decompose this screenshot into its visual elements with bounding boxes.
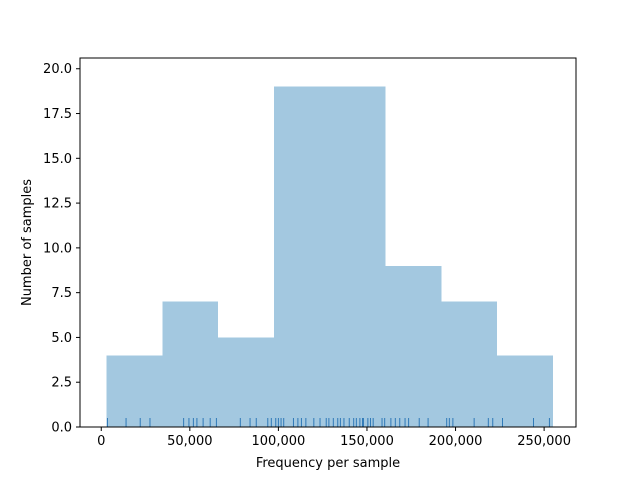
y-tick-label-6: 12.5 bbox=[43, 197, 72, 212]
x-tick-label-2: 50,000 bbox=[167, 434, 213, 449]
histogram-bar-2 bbox=[162, 301, 219, 427]
histogram-bars bbox=[106, 86, 553, 428]
histogram-bar-4 bbox=[273, 86, 386, 428]
histogram-bar-5 bbox=[385, 265, 442, 427]
x-axis-title: Frequency per sample bbox=[256, 456, 400, 471]
histogram-bar-3 bbox=[218, 337, 274, 427]
x-tick-label-6: 250,000 bbox=[517, 434, 571, 449]
plot-frame bbox=[79, 57, 577, 428]
x-axis-ticks: 0 50,000 100,000 150,000 200,000 250,000 bbox=[97, 427, 571, 449]
x-tick-label-4: 150,000 bbox=[340, 434, 394, 449]
y-tick-label-2: 2.5 bbox=[51, 376, 72, 391]
y-tick-label-4: 7.5 bbox=[51, 286, 72, 301]
y-tick-label-5: 10.0 bbox=[43, 241, 72, 256]
y-tick-label-9: 20.0 bbox=[43, 62, 72, 77]
histogram-bar-1 bbox=[106, 355, 163, 427]
histogram-bar-6 bbox=[441, 301, 498, 427]
y-tick-label-1: 0.0 bbox=[51, 421, 72, 436]
y-tick-label-3: 5.0 bbox=[51, 331, 72, 346]
y-tick-label-8: 17.5 bbox=[43, 107, 72, 122]
histogram-bar-7 bbox=[497, 355, 553, 427]
x-tick-label-5: 200,000 bbox=[429, 434, 483, 449]
y-axis-ticks: 0.0 2.5 5.0 7.5 10.0 12.5 15.0 17.5 20.0 bbox=[43, 62, 80, 436]
x-tick-label-3: 100,000 bbox=[252, 434, 306, 449]
rug-marks bbox=[106, 418, 550, 427]
y-tick-label-7: 15.0 bbox=[43, 152, 72, 167]
y-axis-title: Number of samples bbox=[20, 179, 35, 306]
x-tick-label-1: 0 bbox=[97, 434, 105, 449]
